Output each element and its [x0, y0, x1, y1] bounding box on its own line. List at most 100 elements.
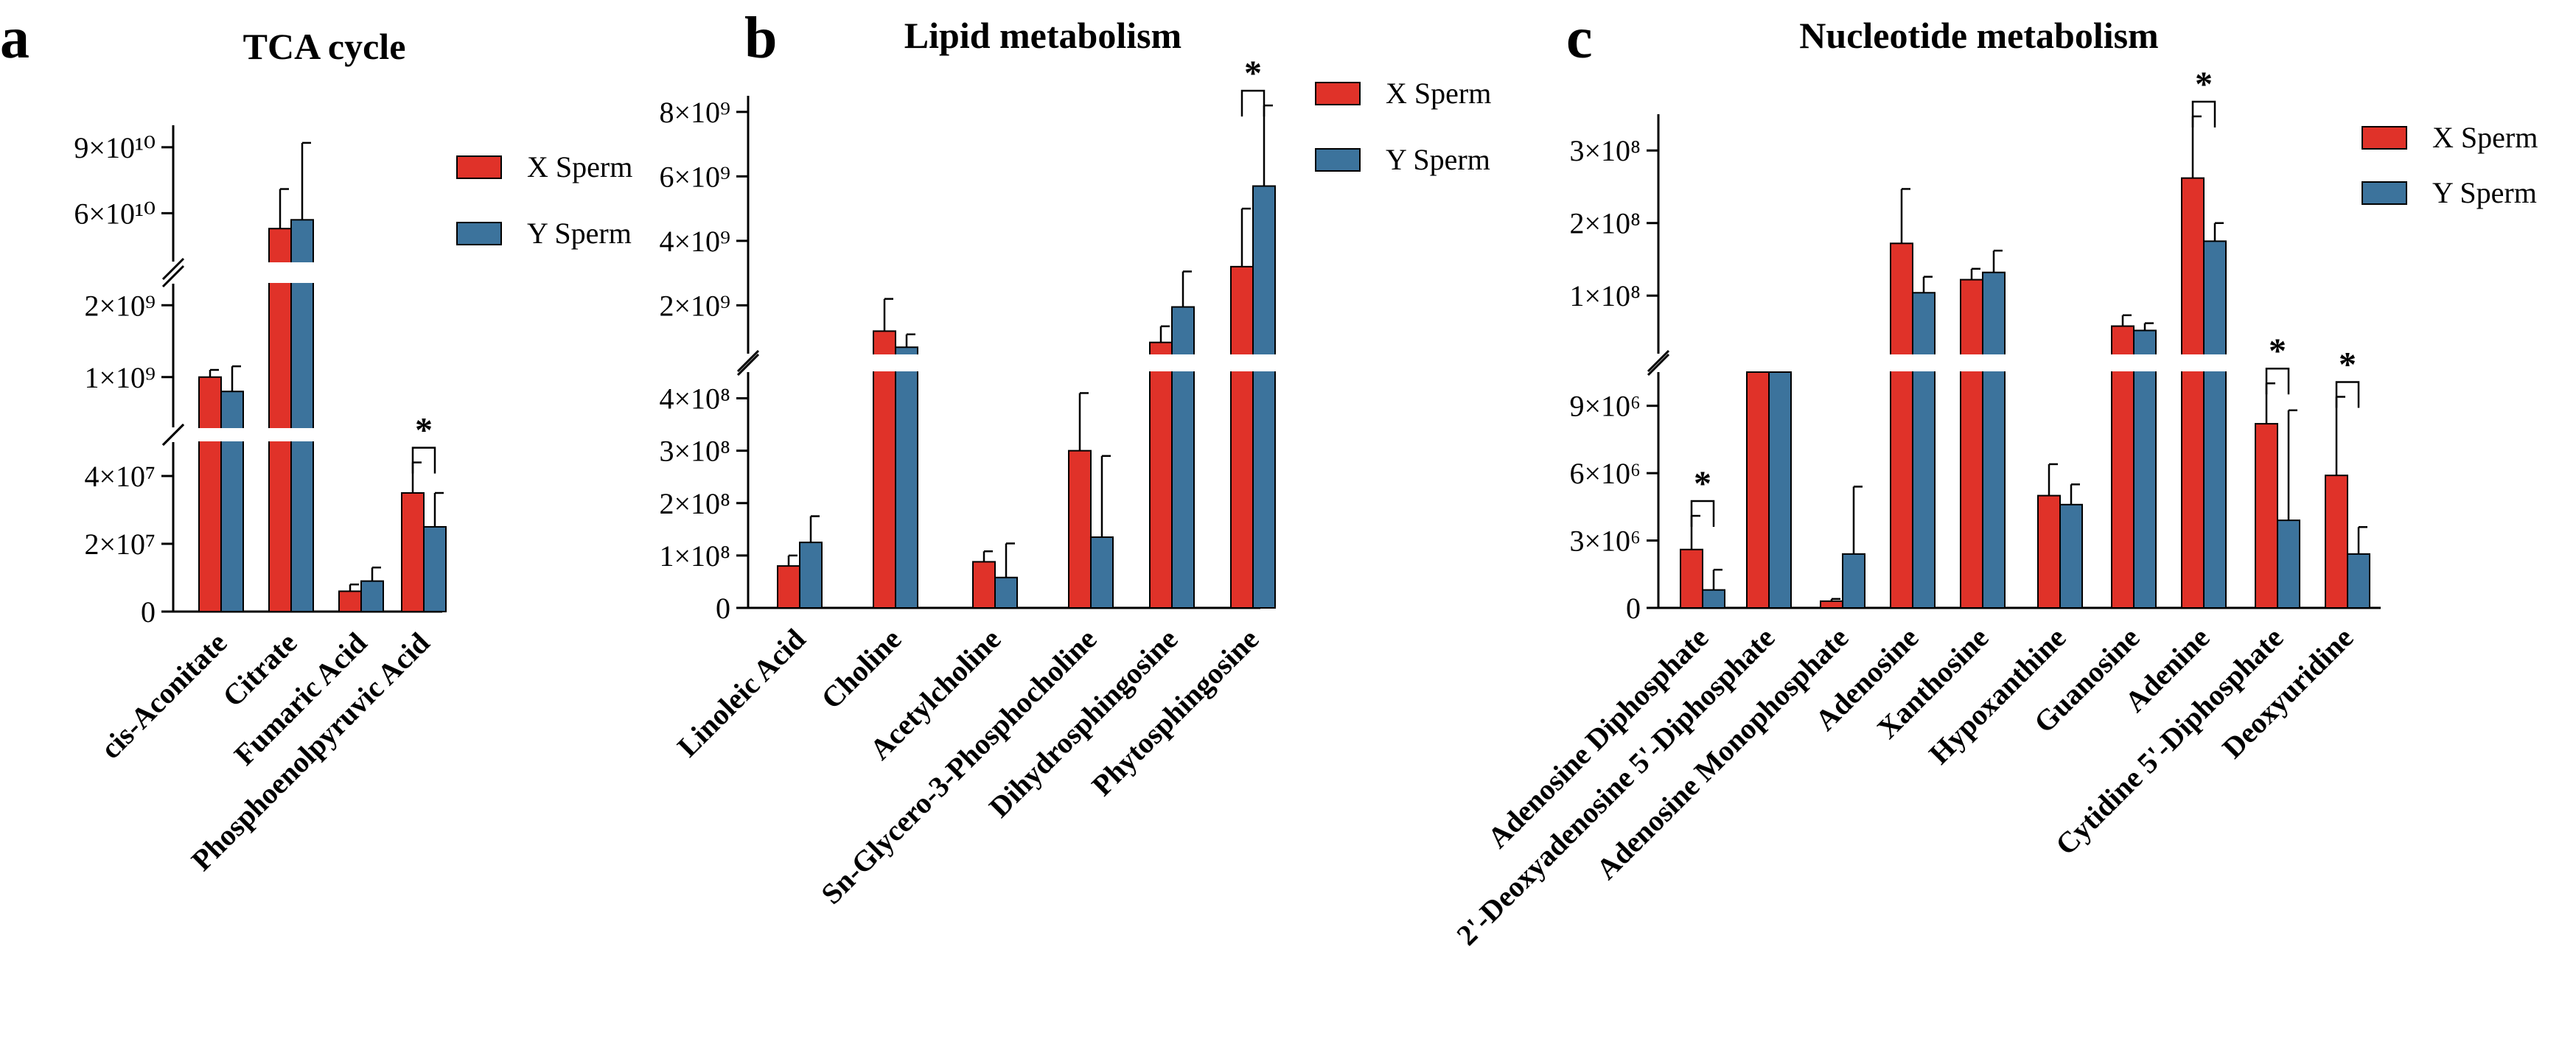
y-tick-label: 0 — [716, 592, 730, 625]
legend-label-y: Y Sperm — [1386, 143, 1490, 176]
bar-y-sperm — [2347, 553, 2370, 609]
panel-letter: b — [744, 6, 778, 71]
legend: X Sperm Y Sperm — [1315, 77, 1491, 176]
bar-y-sperm — [1252, 185, 1276, 609]
y-tick-label: 3×10⁶ — [1569, 525, 1641, 558]
axis-break-mark — [736, 353, 760, 377]
y-tick-label: 9×10¹⁰ — [74, 131, 156, 164]
x-category-label: 2'-Deoxyadenosine 5'-Diphosphate — [1450, 621, 1781, 952]
y-tick-label: 9×10⁶ — [1569, 390, 1641, 423]
bar-y-sperm — [799, 542, 823, 609]
bar-x-sperm — [1230, 265, 1254, 609]
bar-x-sperm — [1149, 341, 1173, 609]
panel-a: a TCA cycle 0 2×10⁷ 4×10⁷ 1×10⁹ 2×10⁹ 6×10¹⁰ 9×1… — [0, 6, 632, 877]
axis-break-gap — [871, 354, 920, 371]
axis-break-mark — [161, 257, 185, 281]
legend-label-x: X Sperm — [2432, 121, 2538, 154]
axis-break-gap — [1229, 354, 1277, 371]
panel-letter: c — [1566, 6, 1593, 71]
bar-y-sperm — [360, 580, 384, 612]
legend-swatch-x — [456, 155, 502, 179]
panel-letter: a — [0, 6, 29, 71]
legend-label-x: X Sperm — [1386, 77, 1491, 110]
y-tick-label: 2×10⁹ — [84, 289, 156, 322]
significance-star: * — [415, 411, 433, 450]
bar-y-sperm — [423, 526, 447, 612]
axis-break-gap — [267, 262, 315, 283]
x-category-label: Linoleic Acid — [671, 623, 811, 763]
significance-star: * — [1244, 54, 1262, 93]
bar-x-sperm — [198, 376, 222, 612]
axis-break-mark — [1647, 349, 1670, 373]
axis-break-mark — [736, 349, 760, 373]
legend-swatch-x — [1315, 82, 1361, 105]
bar-y-sperm — [1702, 589, 1725, 609]
legend-label-x: X Sperm — [527, 150, 632, 183]
bar-x-sperm — [2181, 177, 2205, 609]
axis-break-gap — [1148, 354, 1196, 371]
y-tick-label: 1×10⁸ — [1569, 279, 1641, 312]
bar-y-sperm — [994, 576, 1018, 609]
legend: X Sperm Y Sperm — [2362, 121, 2538, 209]
bar-y-sperm — [2277, 519, 2300, 609]
bar-x-sperm — [1820, 600, 1843, 609]
y-tick-label: 2×10⁹ — [659, 289, 730, 322]
bar-x-sperm — [1680, 548, 1703, 609]
panel-c: c Nucleotide metabolism 0 3×10⁶ 6×10⁶ 9×10⁶ 1×… — [1450, 6, 2538, 952]
panel-b: b Lipid metabolism 0 1×10⁸ 2×10⁸ 3×10⁸ 4×10⁸ 2×… — [659, 6, 1491, 911]
bar-y-sperm — [1090, 536, 1114, 609]
bar-x-sperm — [1746, 371, 1770, 609]
bar-y-sperm — [1912, 292, 1936, 609]
legend: X Sperm Y Sperm — [456, 150, 632, 250]
y-tick-label: 3×10⁸ — [1569, 134, 1641, 167]
axis-break-gap — [1958, 354, 2007, 371]
bar-x-sperm — [2111, 325, 2135, 609]
y-tick-label: 4×10⁷ — [84, 460, 156, 493]
bar-x-sperm — [1960, 279, 1983, 609]
x-category-label: Choline — [814, 623, 907, 715]
bar-y-sperm — [895, 346, 918, 609]
y-tick-label: 4×10⁹ — [659, 225, 730, 258]
x-category-label: cis-Aconitate — [94, 626, 233, 766]
axis-break-gap — [2179, 354, 2228, 371]
bar-y-sperm — [2059, 503, 2083, 609]
significance-bracket — [1690, 500, 1715, 528]
legend-swatch-y — [456, 222, 502, 245]
axis-break-gap — [2109, 354, 2158, 371]
bar-y-sperm — [1171, 306, 1195, 609]
significance-bracket — [1240, 89, 1266, 117]
bar-y-sperm — [290, 219, 314, 612]
significance-star: * — [1694, 464, 1711, 503]
legend-label-y: Y Sperm — [527, 217, 632, 250]
bar-x-sperm — [1890, 242, 1913, 609]
y-tick-label: 8×10⁹ — [659, 96, 730, 129]
significance-star: * — [2339, 346, 2356, 385]
axis-break-mark — [1647, 353, 1670, 377]
axis-break-gap — [267, 428, 315, 441]
panel-title: Lipid metabolism — [904, 15, 1181, 56]
bar-x-sperm — [873, 330, 896, 609]
significance-bracket — [411, 447, 436, 474]
legend-swatch-y — [1315, 148, 1361, 172]
y-tick-label: 2×10⁸ — [659, 487, 730, 520]
bar-y-sperm — [2203, 240, 2227, 609]
legend-swatch-x — [2362, 126, 2407, 150]
bar-x-sperm — [268, 228, 292, 612]
panel-title: Nucleotide metabolism — [1799, 15, 2158, 56]
bar-x-sperm — [2255, 423, 2278, 609]
bar-y-sperm — [1982, 271, 2006, 609]
bar-x-sperm — [338, 590, 362, 613]
y-tick-label: 0 — [141, 595, 156, 629]
bar-x-sperm — [1068, 449, 1092, 609]
bar-x-sperm — [401, 492, 425, 612]
y-tick-label: 2×10⁷ — [84, 528, 156, 561]
bar-y-sperm — [220, 391, 244, 612]
axis-break-gap — [197, 428, 245, 441]
bar-y-sperm — [1842, 553, 1865, 609]
axis-break-mark — [161, 265, 185, 288]
y-tick-label: 0 — [1626, 592, 1641, 625]
bar-x-sperm — [2325, 475, 2348, 609]
significance-star: * — [2195, 65, 2213, 104]
y-tick-label: 6×10¹⁰ — [74, 197, 156, 230]
